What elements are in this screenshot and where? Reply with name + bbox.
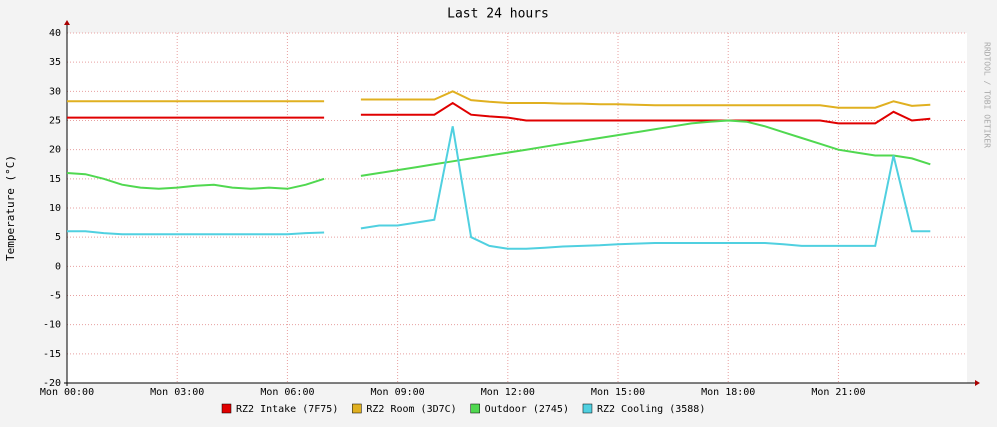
legend-label: RZ2 Room (3D7C) <box>366 404 456 415</box>
legend-swatch <box>352 403 362 414</box>
y-axis-label: Temperature (°C) <box>4 155 17 261</box>
arrow <box>975 380 980 386</box>
x-tick-label: Mon 06:00 <box>260 387 314 398</box>
arrow <box>64 20 70 25</box>
legend-label: RZ2 Intake (7F75) <box>236 404 338 415</box>
y-tick-label: 0 <box>55 261 61 272</box>
series-line <box>67 101 931 125</box>
y-tick-label: -5 <box>49 291 61 302</box>
y-tick-label: 10 <box>49 203 61 214</box>
legend-swatch <box>221 403 232 414</box>
chart-title: Last 24 hours <box>447 7 549 22</box>
y-tick-label: -15 <box>43 349 61 360</box>
series-line <box>67 90 931 109</box>
y-tick-label: -20 <box>43 378 61 389</box>
legend-swatch <box>582 403 593 414</box>
x-tick-label: Mon 12:00 <box>481 387 535 398</box>
series-line <box>67 126 931 250</box>
x-tick-label: Mon 18:00 <box>701 387 755 398</box>
y-tick-label: 30 <box>49 86 61 97</box>
y-tick-label: 40 <box>49 28 61 39</box>
legend-label: RZ2 Cooling (3588) <box>597 404 705 415</box>
x-tick-label: Mon 15:00 <box>591 387 645 398</box>
x-tick-label: Mon 03:00 <box>150 387 204 398</box>
y-tick-label: 20 <box>49 145 61 156</box>
series-line <box>66 119 931 190</box>
legend-swatch <box>470 403 480 414</box>
y-tick-label: -10 <box>43 320 61 331</box>
y-tick-label: 5 <box>55 232 61 243</box>
x-tick-label: Mon 09:00 <box>371 387 425 398</box>
y-tick-label: 35 <box>49 57 61 68</box>
y-tick-label: 25 <box>49 116 61 127</box>
y-tick-label: 15 <box>49 174 61 185</box>
legend-label: Outdoor (2745) <box>485 404 569 415</box>
side-note: RRDTOOL / TOBI OETIKER <box>983 42 992 148</box>
x-tick-label: Mon 00:00 <box>40 387 94 398</box>
x-tick-label: Mon 21:00 <box>811 387 865 398</box>
